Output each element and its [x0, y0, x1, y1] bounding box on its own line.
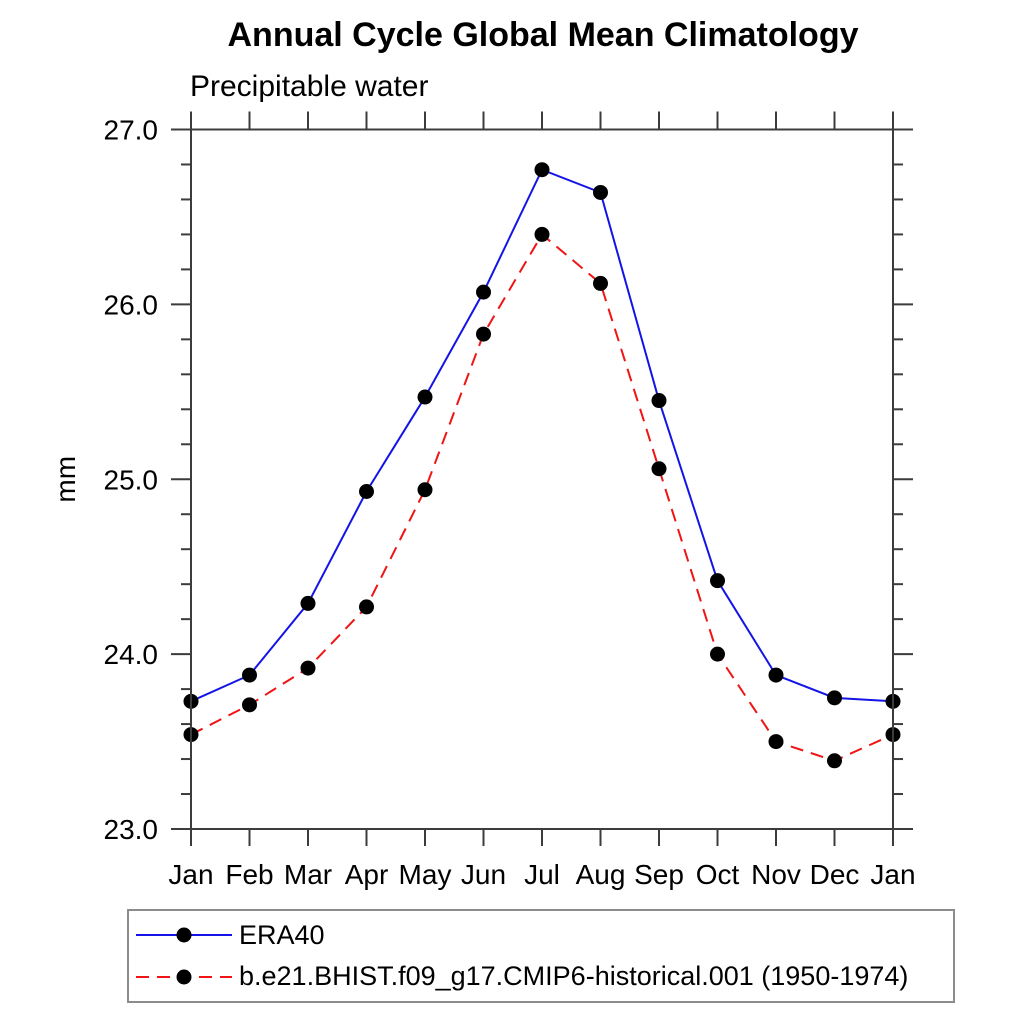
data-point-marker — [710, 646, 725, 662]
x-tick-label: Jul — [524, 859, 560, 890]
x-tick-label: Feb — [225, 859, 273, 890]
data-series — [183, 162, 901, 769]
chart-title: Annual Cycle Global Mean Climatology — [227, 16, 859, 54]
data-point-marker — [417, 389, 433, 405]
x-tick-label: Jun — [461, 859, 506, 890]
legend-label-cmip6: b.e21.BHIST.f09_g17.CMIP6-historical.001… — [239, 961, 909, 992]
data-point-marker — [651, 461, 667, 477]
data-point-marker — [300, 595, 316, 611]
x-tick-label: Sep — [634, 859, 684, 890]
plot-frame — [190, 128, 894, 830]
y-tick-label: 24.0 — [104, 639, 159, 670]
data-point-marker — [359, 599, 374, 615]
y-tick-label: 23.0 — [104, 814, 159, 845]
data-point-marker — [417, 482, 433, 498]
data-point-marker — [593, 184, 608, 200]
era40-line-sample-icon — [136, 927, 232, 943]
x-tick-label: Jan — [168, 859, 213, 890]
data-point-marker — [359, 483, 374, 499]
legend: ERA40 b.e21.BHIST.f09_g17.CMIP6-historic… — [127, 909, 955, 1003]
legend-item-cmip6: b.e21.BHIST.f09_g17.CMIP6-historical.001… — [129, 960, 953, 994]
x-tick-label: Dec — [810, 859, 860, 890]
legend-item-era40: ERA40 — [129, 918, 953, 952]
y-tick-label: 27.0 — [104, 115, 159, 146]
data-point-marker — [827, 690, 842, 706]
data-point-marker — [827, 753, 842, 769]
data-point-marker — [242, 697, 257, 713]
series-line-0 — [190, 168, 894, 703]
data-point-marker — [476, 326, 491, 342]
data-point-marker — [476, 284, 491, 300]
x-tick-label: May — [399, 859, 452, 890]
legend-label-era40: ERA40 — [239, 919, 325, 950]
data-point-marker — [300, 660, 316, 676]
chart-subtitle: Precipitable water — [190, 70, 429, 103]
y-tick-label: 26.0 — [104, 289, 159, 320]
cmip6-line-sample-icon — [136, 969, 232, 985]
data-point-marker — [710, 573, 725, 589]
x-tick-label: Apr — [345, 859, 389, 890]
data-point-marker — [651, 393, 667, 409]
data-point-marker — [593, 275, 608, 291]
x-tick-label: Nov — [751, 859, 801, 890]
y-axis-label: mm — [50, 456, 81, 503]
x-tick-label: Mar — [284, 859, 332, 890]
axis-labels: Jan Feb Mar Apr May Jun Jul Aug Sep Oct Nov Dec Jan 2… — [50, 115, 916, 891]
data-point-marker — [768, 667, 784, 683]
data-point-marker — [534, 226, 550, 242]
data-point-marker — [534, 162, 550, 178]
data-point-marker — [768, 734, 784, 750]
series-line-1 — [190, 232, 894, 762]
x-tick-label: Aug — [576, 859, 626, 890]
data-point-marker — [242, 667, 257, 683]
y-tick-label: 25.0 — [104, 464, 159, 495]
x-tick-label: Oct — [696, 859, 740, 890]
axis-ticks — [171, 111, 913, 846]
x-tick-label: Jan — [870, 859, 915, 890]
